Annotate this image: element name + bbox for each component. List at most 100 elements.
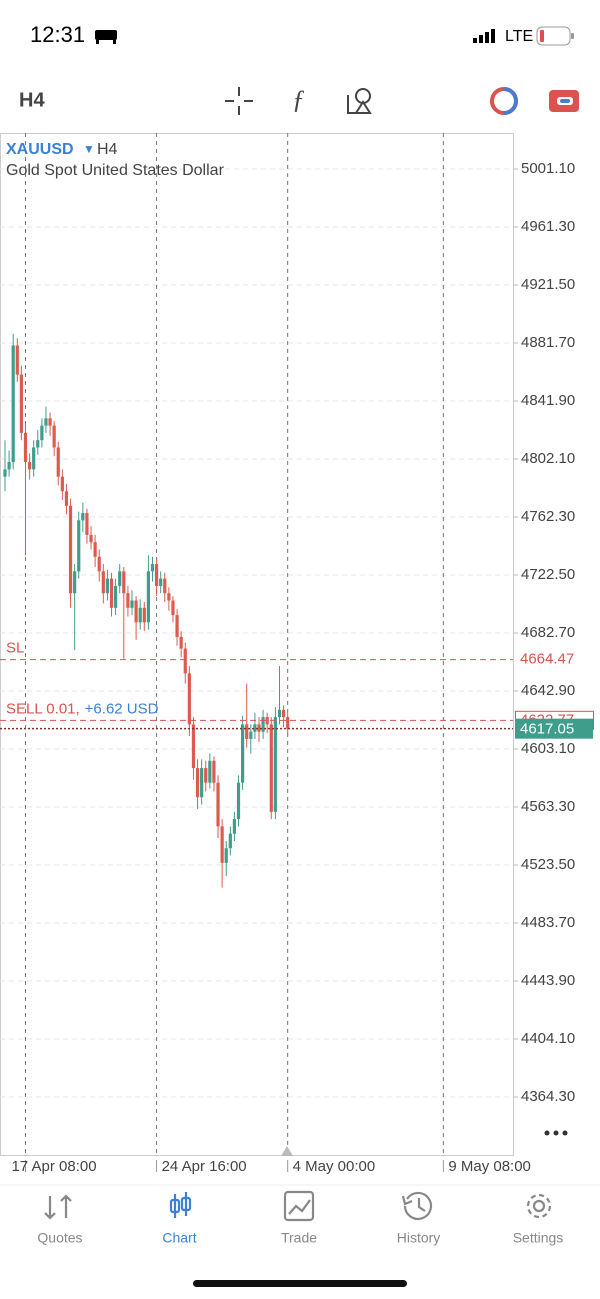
signal-icon — [473, 29, 495, 43]
candle-body — [286, 717, 290, 729]
tab-label[interactable]: History — [397, 1230, 441, 1246]
tab-label[interactable]: Quotes — [37, 1230, 82, 1246]
candle-body — [187, 673, 191, 725]
candle-body — [257, 724, 261, 732]
y-tick-label: 4682.70 — [521, 624, 575, 641]
candle-body — [236, 782, 241, 820]
bed-icon — [95, 30, 117, 44]
candle-body — [77, 520, 81, 572]
candle-body — [216, 782, 220, 827]
y-tick-label: 4364.30 — [521, 1088, 575, 1105]
timeframe-button[interactable]: H4 — [19, 89, 45, 111]
price-box — [515, 718, 593, 739]
candle-body — [281, 709, 286, 718]
y-tick-label: 4881.70 — [521, 334, 575, 351]
candle-body — [163, 578, 167, 594]
candle-body — [245, 724, 249, 739]
candle-body — [36, 440, 40, 448]
tab-label[interactable]: Trade — [281, 1230, 317, 1246]
symbol[interactable]: XAUUSD — [6, 141, 74, 158]
candle-body — [167, 593, 171, 601]
time-marker — [281, 1146, 293, 1156]
candle-body — [81, 513, 85, 521]
candle-body — [40, 425, 44, 441]
candle-body — [60, 476, 64, 492]
sl-price-label: 4664.47 — [520, 651, 574, 668]
candle-body — [48, 418, 52, 426]
quotes-icon — [44, 1194, 72, 1220]
candle-body — [32, 447, 36, 470]
candle-body — [277, 709, 282, 718]
chart-icon — [169, 1192, 192, 1218]
candle-body — [126, 593, 130, 608]
candle-body — [171, 600, 175, 616]
position-profit: +6.62 USD — [85, 700, 159, 717]
candle-body — [56, 447, 60, 477]
candle-body — [97, 556, 101, 572]
x-tick-label: 4 May 00:00 — [293, 1158, 376, 1175]
candle-body — [93, 542, 97, 557]
candle-body — [142, 607, 146, 623]
candle-body — [146, 571, 150, 623]
candle-body — [11, 345, 15, 463]
candle-body — [204, 768, 208, 783]
tab-label[interactable]: Chart — [162, 1230, 196, 1246]
candle-body — [273, 717, 277, 812]
candle-body — [200, 768, 204, 798]
more-button[interactable] — [544, 1130, 568, 1136]
candle-body — [3, 469, 7, 477]
candle-body — [183, 648, 187, 674]
tab-label[interactable]: Settings — [513, 1230, 564, 1246]
indicators-button[interactable]: ƒ — [292, 85, 305, 114]
candle-body — [228, 833, 232, 849]
candle-body — [105, 578, 110, 594]
candle-body — [154, 564, 159, 586]
sl-label: SL — [6, 640, 24, 657]
candle-body — [150, 564, 155, 572]
candle-body — [232, 819, 237, 834]
candle-body — [89, 534, 93, 543]
account-button[interactable] — [549, 90, 579, 112]
y-tick-label: 4563.30 — [521, 798, 575, 815]
trade-icon — [283, 1190, 315, 1222]
y-tick-label: 4921.50 — [521, 276, 575, 293]
candle-body — [253, 724, 257, 732]
y-tick-label: 4722.50 — [521, 566, 575, 583]
candle-body — [52, 425, 56, 448]
y-tick-label: 4443.90 — [521, 972, 575, 989]
y-tick-label: 4802.10 — [521, 450, 575, 467]
candle-body — [224, 848, 228, 863]
candle-body — [175, 615, 179, 637]
candle-body — [265, 717, 269, 725]
candle-body — [7, 462, 11, 470]
candle-body — [159, 578, 163, 586]
candle-body — [208, 760, 212, 783]
chart-frame — [0, 133, 514, 1156]
candle-body — [109, 578, 114, 608]
network: LTE — [505, 28, 533, 45]
candle-body — [68, 505, 73, 594]
trade-button[interactable] — [490, 87, 518, 115]
battery-icon — [536, 26, 574, 46]
candle-body — [220, 826, 224, 863]
candle-body — [195, 768, 200, 798]
candle-body — [249, 731, 253, 739]
symbol-dropdown[interactable]: ▼ — [83, 142, 95, 156]
candle-body — [85, 513, 89, 535]
history-icon — [401, 1191, 433, 1221]
y-tick-label: 4762.30 — [521, 508, 575, 525]
candle-body — [269, 724, 273, 812]
crosshair-button[interactable] — [225, 87, 253, 115]
candle-body — [138, 607, 142, 623]
price-label: 4617.05 — [520, 721, 574, 738]
y-tick-label: 4841.90 — [521, 392, 575, 409]
y-tick-label: 4483.70 — [521, 914, 575, 931]
objects-button[interactable] — [347, 88, 372, 114]
x-tick-label: 24 Apr 16:00 — [162, 1158, 247, 1175]
candle-body — [27, 462, 32, 470]
symbol-description: Gold Spot United States Dollar — [6, 162, 225, 179]
settings-icon — [526, 1193, 552, 1219]
candle-body — [130, 600, 134, 608]
